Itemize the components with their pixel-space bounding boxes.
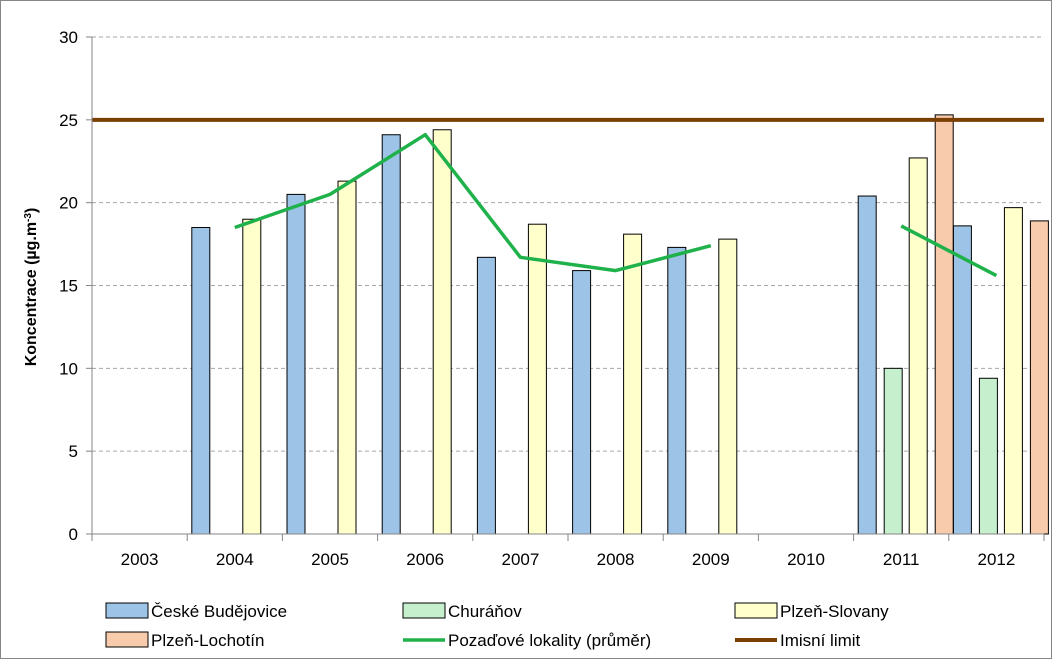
bar bbox=[337, 180, 357, 535]
x-tick-label: 2009 bbox=[692, 550, 730, 569]
bar bbox=[572, 270, 592, 535]
y-tick-label: 10 bbox=[59, 359, 78, 378]
legend-swatch bbox=[402, 602, 446, 619]
bar bbox=[381, 134, 401, 535]
bar bbox=[952, 225, 972, 535]
legend-label: České Budějovice bbox=[151, 602, 287, 621]
bar bbox=[667, 246, 687, 535]
y-tick-label: 0 bbox=[69, 525, 78, 544]
y-tick-label: 20 bbox=[59, 194, 78, 213]
y-tick-label: 25 bbox=[59, 111, 78, 130]
x-tick-label: 2010 bbox=[787, 550, 825, 569]
legend-label: Churáňov bbox=[448, 602, 522, 621]
x-tick-label: 2006 bbox=[406, 550, 444, 569]
bar bbox=[286, 193, 306, 535]
y-tick-label: 30 bbox=[59, 28, 78, 47]
legend-label: Pozaďové lokality (průměr) bbox=[448, 631, 651, 650]
x-tick-label: 2011 bbox=[883, 550, 920, 569]
x-tick-label: 2005 bbox=[311, 550, 349, 569]
legend-label: Imisní limit bbox=[780, 631, 861, 650]
x-tick-label: 2012 bbox=[977, 550, 1015, 569]
x-tick-label: 2003 bbox=[121, 550, 159, 569]
bar bbox=[432, 129, 452, 535]
bar bbox=[1003, 207, 1023, 535]
y-axis-title: Koncentrace (µg.m-3) bbox=[23, 208, 41, 367]
bar bbox=[527, 223, 547, 535]
legend-swatch bbox=[105, 631, 149, 648]
series-line bbox=[234, 132, 712, 273]
bar bbox=[191, 227, 211, 535]
bar bbox=[476, 256, 496, 535]
legend-swatch bbox=[105, 602, 149, 619]
legend-swatch bbox=[734, 602, 778, 619]
series-line bbox=[900, 224, 998, 278]
bar bbox=[883, 367, 903, 535]
x-tick-label: 2008 bbox=[597, 550, 635, 569]
y-tick-label: 15 bbox=[59, 277, 78, 296]
axes: 0 5 10 15 20 25 30 2003 2004 2005 2006 2007 2008 2009… bbox=[59, 28, 1045, 569]
bar bbox=[934, 114, 954, 535]
bar bbox=[242, 218, 262, 535]
legend: České Budějovice Churáňov Plzeň-Slovany Plz… bbox=[105, 602, 889, 650]
legend-label: Plzeň-Lochotín bbox=[151, 631, 264, 650]
bar bbox=[857, 195, 877, 535]
x-tick-label: 2007 bbox=[501, 550, 539, 569]
y-tick-label: 5 bbox=[69, 442, 78, 461]
bar bbox=[623, 233, 643, 535]
bar bbox=[718, 238, 738, 535]
legend-label: Plzeň-Slovany bbox=[780, 602, 889, 621]
bar bbox=[1029, 220, 1049, 535]
bars bbox=[191, 114, 1049, 535]
bar bbox=[908, 157, 928, 535]
x-tick-label: 2004 bbox=[216, 550, 254, 569]
bar bbox=[978, 377, 998, 535]
lines bbox=[92, 117, 1044, 278]
